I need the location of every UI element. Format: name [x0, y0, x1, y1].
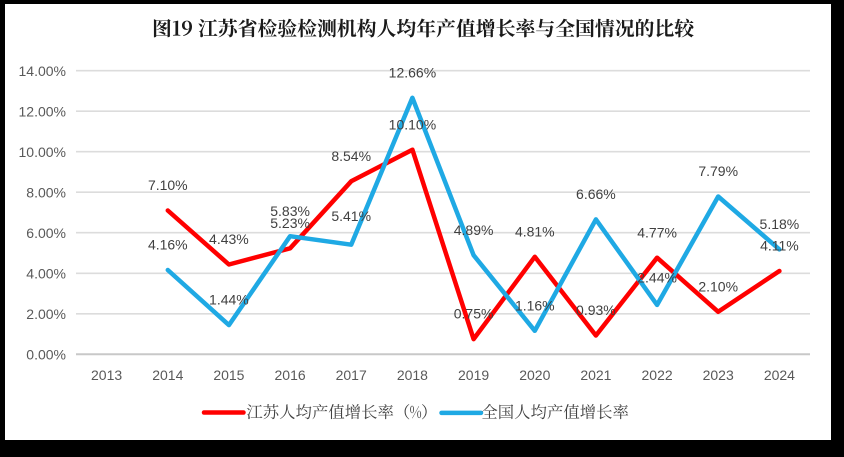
- svg-text:0.93%: 0.93%: [576, 302, 616, 318]
- svg-text:1.44%: 1.44%: [209, 292, 249, 308]
- svg-text:0.00%: 0.00%: [26, 346, 66, 362]
- svg-text:2019: 2019: [458, 367, 489, 383]
- svg-text:2021: 2021: [580, 367, 611, 383]
- svg-text:2.44%: 2.44%: [637, 269, 677, 285]
- svg-text:2020: 2020: [519, 367, 550, 383]
- svg-text:1.16%: 1.16%: [515, 297, 555, 313]
- svg-text:10.10%: 10.10%: [389, 116, 436, 132]
- svg-text:2.00%: 2.00%: [26, 306, 66, 322]
- svg-text:2014: 2014: [152, 367, 183, 383]
- svg-text:2022: 2022: [642, 367, 673, 383]
- svg-text:2.10%: 2.10%: [698, 278, 738, 294]
- svg-text:6.00%: 6.00%: [26, 225, 66, 241]
- svg-text:5.83%: 5.83%: [270, 203, 310, 219]
- svg-text:4.43%: 4.43%: [209, 231, 249, 247]
- svg-text:10.00%: 10.00%: [19, 144, 66, 160]
- svg-text:2018: 2018: [397, 367, 428, 383]
- svg-text:12.00%: 12.00%: [19, 103, 66, 119]
- svg-text:0.75%: 0.75%: [454, 306, 494, 322]
- svg-text:14.00%: 14.00%: [19, 63, 66, 79]
- svg-text:7.79%: 7.79%: [698, 163, 738, 179]
- svg-text:4.77%: 4.77%: [637, 224, 677, 240]
- svg-text:4.89%: 4.89%: [454, 222, 494, 238]
- svg-text:4.16%: 4.16%: [148, 237, 188, 253]
- svg-text:5.41%: 5.41%: [331, 208, 371, 224]
- svg-text:2016: 2016: [275, 367, 306, 383]
- svg-text:5.23%: 5.23%: [270, 215, 310, 231]
- svg-text:2023: 2023: [703, 367, 734, 383]
- svg-text:7.10%: 7.10%: [148, 177, 188, 193]
- svg-text:2024: 2024: [764, 367, 795, 383]
- svg-text:6.66%: 6.66%: [576, 186, 616, 202]
- svg-text:8.54%: 8.54%: [331, 148, 371, 164]
- svg-text:4.11%: 4.11%: [760, 238, 799, 254]
- svg-text:2013: 2013: [91, 367, 122, 383]
- svg-text:2017: 2017: [336, 367, 367, 383]
- svg-text:12.66%: 12.66%: [389, 64, 436, 80]
- svg-text:4.81%: 4.81%: [515, 223, 555, 239]
- svg-text:5.18%: 5.18%: [760, 216, 800, 232]
- svg-text:4.00%: 4.00%: [26, 265, 66, 281]
- svg-text:8.00%: 8.00%: [26, 184, 66, 200]
- svg-text:2015: 2015: [213, 367, 244, 383]
